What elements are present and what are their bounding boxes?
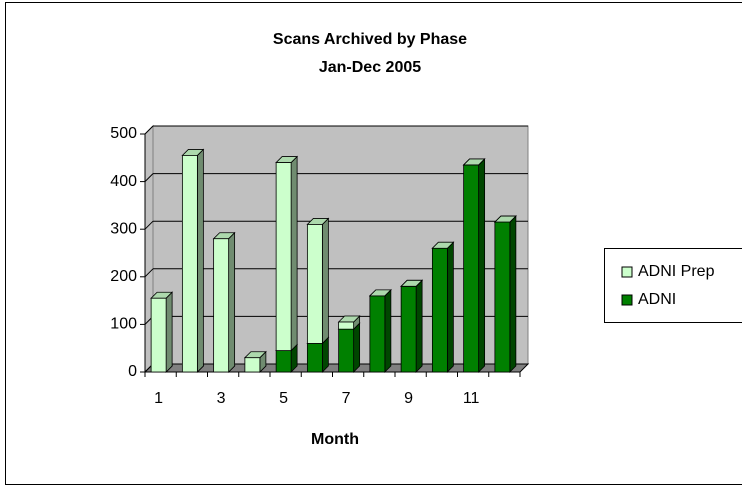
x-tick-label: 5 (279, 390, 288, 407)
legend-swatch (621, 294, 633, 306)
legend-box (604, 248, 742, 323)
bar-side (228, 231, 236, 373)
y-tick-label: 100 (110, 316, 137, 333)
grid-line-side (144, 268, 154, 278)
x-axis-title: Month (311, 431, 359, 448)
bar-side (165, 291, 173, 373)
bar-side (509, 215, 517, 373)
bar (306, 343, 323, 373)
bar-top (493, 215, 517, 223)
legend-swatch (621, 266, 633, 278)
chart-title: Scans Archived by Phase (273, 31, 467, 48)
x-tick-label: 7 (342, 390, 351, 407)
x-tick-label: 9 (404, 390, 413, 407)
bar (338, 321, 355, 330)
y-tick-label: 500 (110, 125, 137, 142)
bar (400, 285, 417, 373)
x-tick-label: 3 (217, 390, 226, 407)
bar (275, 162, 292, 351)
bar (150, 297, 167, 373)
bar-side (321, 217, 329, 345)
bar-side (415, 279, 423, 373)
y-tick-label: 0 (128, 363, 137, 380)
bar-side (478, 157, 486, 373)
x-tick-label: 1 (154, 390, 163, 407)
bar (494, 221, 511, 373)
x-tick-label: 11 (463, 390, 480, 407)
y-tick-label: 300 (110, 220, 137, 237)
y-tick-label: 400 (110, 173, 137, 190)
bar (369, 295, 386, 373)
bar-side (290, 155, 298, 352)
bar-side (196, 148, 204, 373)
bar-side (446, 241, 454, 373)
bar (213, 238, 230, 373)
bar (463, 164, 480, 373)
legend-label: ADNI (638, 291, 676, 308)
y-tick-label: 200 (110, 268, 137, 285)
bar (306, 224, 323, 344)
grid-line-side (144, 125, 154, 135)
legend-label: ADNI Prep (638, 263, 715, 280)
bar-top (400, 279, 424, 287)
chart-subtitle: Jan-Dec 2005 (319, 59, 421, 76)
bar (181, 155, 198, 373)
bar-top (368, 289, 392, 297)
bar (275, 350, 292, 373)
bar-side (384, 288, 392, 373)
bar-side (353, 322, 361, 373)
bar-top (431, 241, 455, 249)
bar-top (462, 158, 486, 166)
bar (431, 247, 448, 373)
bar (338, 328, 355, 373)
grid-line-side (144, 220, 154, 230)
grid-line-side (144, 173, 154, 182)
bar (244, 357, 261, 373)
